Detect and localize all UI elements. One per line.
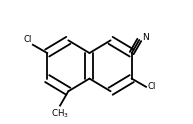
Text: N: N xyxy=(142,33,148,42)
Text: Cl: Cl xyxy=(23,35,32,44)
Text: CH$_3$: CH$_3$ xyxy=(51,108,69,121)
Text: Cl: Cl xyxy=(148,82,156,91)
